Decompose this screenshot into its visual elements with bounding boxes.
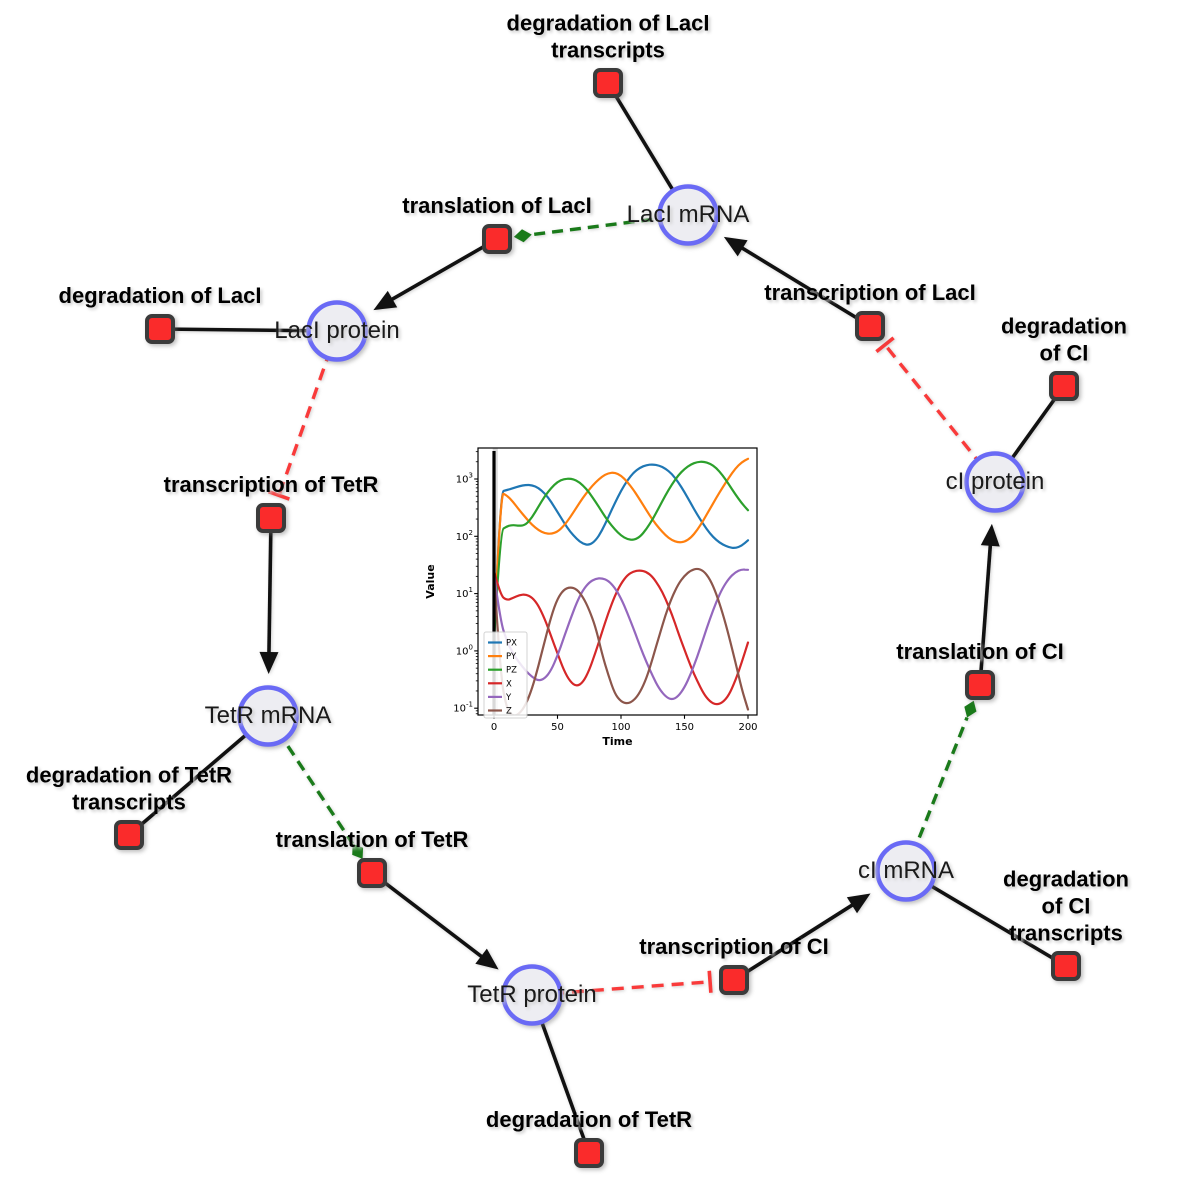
reaction-node-deg_tetR: [574, 1138, 604, 1168]
x-tick-label: 50: [551, 722, 564, 733]
species-node-tetR_protein: [501, 964, 563, 1026]
legend: PX PY PZ XYZ: [483, 631, 528, 719]
reaction-node-deg_cI_tx: [1051, 951, 1081, 981]
edge-lacI_protein-tc_tetR-tbar: [268, 490, 290, 501]
reaction-node-tl_cI: [965, 670, 995, 700]
edge-cI_protein-tc_lacI-tbar: [875, 336, 895, 354]
reaction-node-deg_tetR_tx: [114, 820, 144, 850]
edge-tl_tetR-tetR_protein: [370, 871, 484, 959]
y-tick-label: 102: [456, 529, 473, 543]
y-tick-label: 103: [456, 472, 473, 486]
edge-cI_mRNA-deg_cI_tx: [905, 869, 1067, 968]
x-axis-title: Time: [602, 735, 632, 748]
legend-label-PY: PY: [506, 652, 517, 662]
edge-tc_cI-cI_mRNA: [733, 902, 855, 982]
reaction-node-tc_tetR: [256, 503, 286, 533]
legend-label-X: X: [506, 679, 512, 689]
species-node-tetR_mRNA: [237, 685, 299, 747]
series-line-PZ: [492, 460, 750, 642]
y-tick-label: 100: [456, 643, 473, 657]
x-tick-label: 100: [611, 722, 630, 733]
x-tick-label: 200: [738, 722, 757, 733]
species-node-lacI_protein: [306, 300, 368, 362]
reaction-node-tc_cI: [719, 965, 749, 995]
edge-lacI_mRNA-tl_lacI-arrowhead: [513, 229, 532, 243]
reaction-node-deg_lacI_tx: [593, 68, 623, 98]
series-line-PY: [492, 457, 750, 642]
y-tick-label: 10-1: [453, 701, 473, 715]
species-node-cI_mRNA: [875, 840, 937, 902]
series-line-Z: [492, 567, 750, 715]
edge-tc_lacI-lacI_mRNA: [739, 245, 871, 328]
edge-tl_tetR-tetR_protein-arrowhead: [475, 948, 499, 970]
legend-label-Y: Y: [505, 693, 512, 703]
reaction-node-deg_cI: [1049, 371, 1079, 401]
reaction-node-deg_lacI: [145, 314, 175, 344]
simulation-inset-plot: 0 50 100 150 200 103 102 101 100 10-1 Time Value PX P…: [420, 430, 780, 760]
edge-tc_tetR-tetR_mRNA-arrowhead: [259, 651, 279, 675]
y-tick-label: 101: [456, 586, 473, 600]
edge-tl_lacI-lacI_protein-arrowhead: [373, 290, 398, 311]
legend-label-PZ: PZ: [506, 666, 517, 676]
x-tick-label: 150: [675, 722, 694, 733]
reaction-node-tc_lacI: [855, 311, 885, 341]
edge-tl_cI-cI_protein: [978, 543, 993, 686]
edge-tl_cI-cI_protein-arrowhead: [980, 523, 1000, 547]
series-line-Y: [492, 568, 750, 701]
edge-tc_lacI-lacI_mRNA-arrowhead: [723, 236, 748, 257]
edge-tc_cI-cI_mRNA-arrowhead: [846, 893, 871, 914]
series-line-X: [492, 569, 750, 706]
edge-tc_tetR-tetR_mRNA: [267, 517, 273, 655]
axes-frame: [477, 447, 758, 716]
species-node-lacI_mRNA: [657, 184, 719, 246]
edge-tetR_protein-tc_cI-tbar: [707, 970, 713, 993]
legend-label-Z: Z: [506, 707, 512, 717]
reaction-node-tl_tetR: [357, 858, 387, 888]
edge-tl_lacI-lacI_protein: [389, 237, 498, 302]
chart-svg: 0 50 100 150 20010310210110010-1TimeValuePXP…: [424, 447, 758, 748]
species-node-cI_protein: [964, 451, 1026, 513]
edge-cI_mRNA-tl_cI-arrowhead: [964, 700, 977, 718]
nodes-layer: [114, 68, 1081, 1168]
series-line-PX: [492, 463, 750, 642]
y-axis-title: Value: [424, 564, 437, 598]
edge-tetR_mRNA-tl_tetR-arrowhead: [352, 843, 364, 859]
reaction-node-tl_lacI: [482, 224, 512, 254]
legend-label-PX: PX: [506, 639, 517, 649]
x-tick-label: 0: [491, 722, 497, 733]
